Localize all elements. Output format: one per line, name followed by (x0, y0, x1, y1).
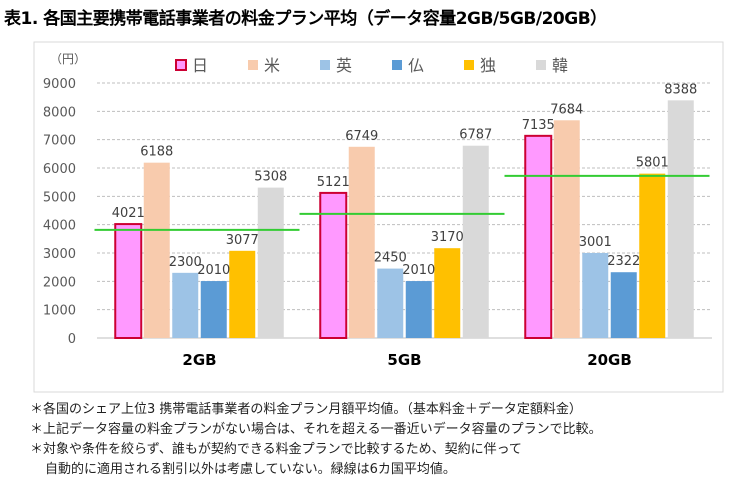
y-tick-label: 5000 (43, 190, 76, 205)
x-tick-label: 20GB (587, 351, 632, 369)
legend-swatch (392, 60, 402, 70)
legend-label: 米 (264, 56, 280, 75)
data-label: 5121 (317, 175, 350, 190)
data-label: 6749 (345, 129, 378, 144)
footnotes: ＊各国のシェア上位3 携帯電話事業者の料金プラン月額平均値。（基本料金＋データ定… (30, 400, 602, 480)
y-tick-label: 8000 (43, 105, 76, 120)
legend-label: 日 (192, 56, 208, 75)
bar (229, 250, 256, 338)
y-tick-label: 0 (68, 332, 76, 347)
data-label: 5308 (254, 170, 287, 185)
bar (200, 281, 227, 338)
data-label: 2322 (607, 254, 640, 269)
bar (582, 252, 609, 338)
footnote: ＊上記データ容量の料金プランがない場合は、それを超える一番近いデータ容量のプラン… (30, 422, 602, 437)
legend-label: 英 (336, 56, 352, 75)
data-label: 6787 (459, 128, 492, 143)
data-label: 6188 (140, 145, 173, 160)
bar (405, 281, 432, 338)
bar (610, 272, 637, 338)
x-tick-label: 5GB (387, 351, 421, 369)
bar (553, 120, 580, 338)
y-tick-label: 9000 (43, 77, 76, 92)
bar (348, 146, 375, 338)
data-label: 3077 (226, 233, 259, 248)
legend-label: 韓 (552, 56, 568, 75)
legend-swatch (175, 59, 187, 71)
data-label: 2010 (197, 263, 230, 278)
footnote: ＊各国のシェア上位3 携帯電話事業者の料金プラン月額平均値。（基本料金＋データ定… (30, 402, 582, 417)
y-tick-label: 2000 (43, 275, 76, 290)
y-tick-label: 1000 (43, 304, 76, 319)
legend-swatch (536, 60, 546, 70)
y-tick-label: 6000 (43, 162, 76, 177)
data-label: 3170 (431, 230, 464, 245)
bar (639, 173, 666, 338)
data-label: 2450 (374, 251, 407, 266)
data-label: 3001 (579, 235, 612, 250)
bar (434, 248, 461, 338)
legend-swatch (248, 60, 258, 70)
data-label: 8388 (664, 82, 697, 97)
bar (257, 187, 284, 338)
y-tick-label: 4000 (43, 219, 76, 234)
data-label: 2300 (169, 255, 202, 270)
y-tick-label: 3000 (43, 247, 76, 262)
data-label: 4021 (112, 206, 145, 221)
data-label: 7135 (522, 118, 555, 133)
legend-label: 独 (480, 56, 496, 75)
bar (172, 272, 199, 338)
bar (143, 162, 170, 338)
y-unit-label: （円） (50, 52, 86, 66)
page-title: 表1. 各国主要携帯電話事業者の料金プラン平均（データ容量2GB/5GB/20G… (4, 9, 607, 29)
footnote: ＊対象や条件を絞らず、誰もが契約できる料金プランで比較するため、契約に伴って (30, 442, 522, 457)
data-label: 7684 (550, 102, 583, 117)
bar (319, 191, 348, 339)
bar (524, 134, 553, 339)
bar (114, 223, 143, 340)
footnote: 自動的に適用される割引以外は考慮していない。緑線は6カ国平均値。 (45, 462, 456, 477)
y-tick-label: 7000 (43, 134, 76, 149)
legend-label: 仏 (408, 56, 424, 75)
legend-swatch (464, 60, 474, 70)
legend-swatch (320, 60, 330, 70)
x-tick-label: 2GB (182, 351, 216, 369)
data-label: 2010 (402, 263, 435, 278)
bar (667, 100, 694, 338)
bar (462, 145, 489, 338)
bar (377, 268, 404, 338)
data-label: 5801 (636, 156, 669, 171)
